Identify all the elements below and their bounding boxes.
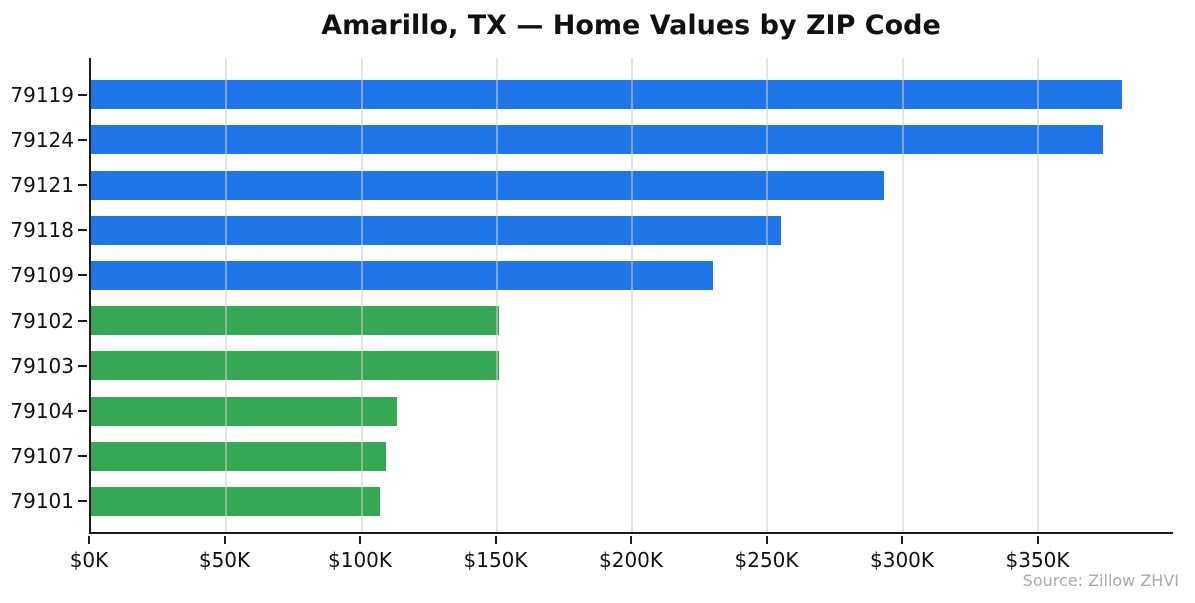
bar-79124 bbox=[91, 125, 1103, 155]
y-tick-mark bbox=[78, 184, 87, 186]
chart-title: Amarillo, TX — Home Values by ZIP Code bbox=[321, 10, 941, 41]
y-tick-mark bbox=[78, 138, 87, 141]
bar-79109 bbox=[91, 260, 714, 290]
x-tick-label: $0K bbox=[69, 548, 109, 572]
bar-79121 bbox=[91, 170, 884, 200]
x-tick-label: $150K bbox=[463, 548, 528, 572]
y-tick-label: 79107 bbox=[10, 444, 74, 469]
gridline bbox=[631, 58, 633, 532]
y-tick-label: 79121 bbox=[10, 173, 74, 197]
gridline bbox=[360, 58, 363, 532]
plot-area bbox=[89, 58, 1173, 534]
x-tick-label: $200K bbox=[598, 548, 664, 572]
x-tick-label: $300K bbox=[869, 548, 935, 572]
gridline bbox=[1036, 58, 1039, 532]
gridline bbox=[495, 58, 498, 532]
x-tick-mark bbox=[765, 536, 768, 544]
x-tick-mark bbox=[88, 536, 90, 544]
y-tick-mark bbox=[78, 93, 87, 96]
y-tick-mark bbox=[78, 500, 87, 503]
bar-79102 bbox=[91, 306, 500, 336]
x-tick-label: $350K bbox=[1005, 548, 1070, 572]
x-tick-label: $50K bbox=[198, 548, 251, 572]
bar-79107 bbox=[91, 441, 386, 471]
bar-79104 bbox=[91, 396, 397, 426]
x-tick-mark bbox=[630, 536, 632, 544]
y-tick-mark bbox=[78, 274, 87, 277]
x-tick-label: $100K bbox=[327, 548, 393, 572]
y-tick-label: 79102 bbox=[10, 308, 74, 333]
y-tick-label: 79124 bbox=[10, 127, 74, 152]
y-tick-mark bbox=[78, 319, 87, 322]
y-tick-label: 79119 bbox=[10, 82, 74, 107]
gridline bbox=[225, 58, 228, 532]
x-tick-mark bbox=[1036, 536, 1039, 544]
bar-79101 bbox=[91, 486, 381, 516]
y-tick-label: 79101 bbox=[10, 489, 74, 514]
x-tick-mark bbox=[359, 536, 361, 544]
y-tick-mark bbox=[78, 410, 87, 412]
y-tick-label: 79109 bbox=[10, 263, 74, 288]
bar-79119 bbox=[91, 80, 1122, 110]
x-tick-mark bbox=[494, 536, 497, 544]
y-tick-mark bbox=[78, 455, 87, 458]
x-tick-mark bbox=[223, 536, 226, 544]
gridline bbox=[901, 58, 904, 532]
y-tick-mark bbox=[78, 229, 87, 232]
y-tick-label: 79104 bbox=[10, 399, 74, 423]
y-tick-label: 79118 bbox=[10, 218, 74, 243]
bar-79118 bbox=[91, 215, 781, 245]
source-attribution: Source: Zillow ZHVI bbox=[1022, 571, 1179, 590]
bar-79103 bbox=[91, 351, 500, 381]
y-tick-label: 79103 bbox=[10, 353, 74, 378]
x-tick-label: $250K bbox=[734, 548, 799, 572]
y-tick-mark bbox=[78, 364, 87, 367]
x-tick-mark bbox=[901, 536, 903, 544]
gridline bbox=[766, 58, 769, 532]
